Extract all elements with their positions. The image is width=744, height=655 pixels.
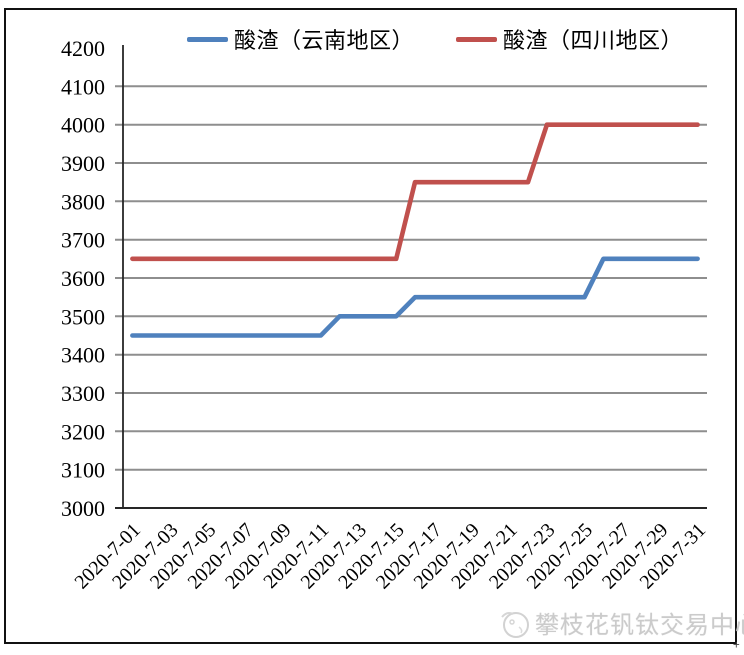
watermark: 攀枝花钒钛交易中心: [497, 603, 744, 641]
y-axis-tick-label: 3400: [61, 343, 105, 368]
y-axis-tick-label: 3500: [61, 304, 105, 329]
legend-label-sichuan: 酸渣（四川地区）: [503, 28, 684, 53]
y-axis-tick-label: 3900: [61, 151, 105, 176]
y-axis-tick-label: 4200: [61, 36, 105, 61]
legend-line-swatch-yunnan: [187, 36, 228, 42]
y-axis-tick-label: 3100: [61, 458, 105, 483]
image-border-frame: [4, 8, 737, 644]
watermark-text: 攀枝花钒钛交易中心: [535, 612, 744, 639]
y-axis-tick-label: 3800: [61, 189, 105, 214]
y-axis-tick-label: 3700: [61, 228, 105, 253]
series-line-0: [130, 256, 700, 338]
legend-line-swatch-sichuan: [456, 36, 497, 42]
y-axis-tick-label: 4100: [61, 74, 105, 99]
y-axis-tick-label: 3300: [61, 381, 105, 406]
y-axis-tick-label: 4000: [61, 113, 105, 138]
cursor-artifact: +: [733, 638, 740, 651]
legend-item-sichuan: 酸渣（四川地区）: [456, 26, 684, 53]
legend-label-yunnan: 酸渣（云南地区）: [234, 28, 415, 53]
y-axis-tick-label: 3600: [61, 266, 105, 291]
series-line-1: [130, 122, 700, 262]
legend-item-yunnan: 酸渣（云南地区）: [187, 26, 415, 53]
watermark-logo-icon: [501, 612, 529, 638]
y-axis-tick-label: 3200: [61, 419, 105, 444]
y-axis-tick-label: 3000: [61, 496, 105, 521]
